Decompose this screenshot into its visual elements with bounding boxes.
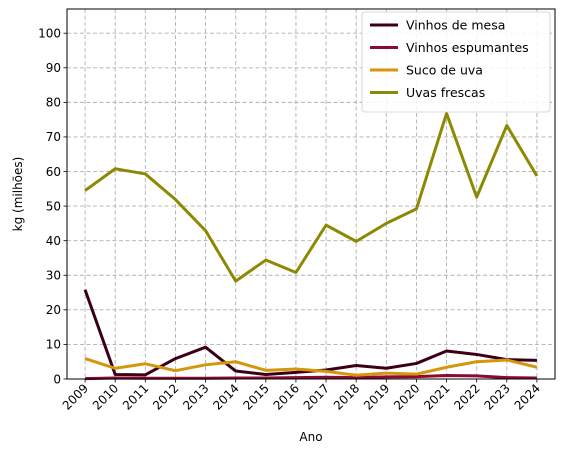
plot-frame [66,8,556,380]
series-line-uvas-frescas [84,111,539,283]
y-tick-label: 20 [46,303,61,317]
legend-frame [361,11,551,113]
series-line-suco-de-uva [84,357,538,377]
legend-label: Uvas frescas [406,85,485,100]
y-tick-label: 100 [38,27,61,41]
legend: Vinhos de mesa Vinhos espumantes Suco de u… [361,11,551,113]
y-tick-label: 30 [46,269,61,283]
y-tick-label: 40 [46,234,61,248]
series-line-vinhos-espumantes [85,374,537,381]
y-tick-label: 90 [46,61,61,75]
y-tick-label: 50 [46,199,61,213]
y-axis: 0 10 20 30 40 50 60 70 80 90 100 [38,27,67,386]
legend-label: Vinhos espumantes [406,40,529,55]
y-tick-label: 10 [46,338,61,352]
series-lines [83,111,539,381]
y-tick-label: 80 [46,96,61,110]
legend-label: Suco de uva [406,63,483,78]
y-tick-label: 70 [46,130,61,144]
x-axis-title: Ano [299,430,322,444]
y-axis-title: kg (milhões) [11,157,25,232]
legend-label: Vinhos de mesa [406,18,505,33]
y-tick-label: 0 [53,372,61,386]
y-tick-label: 60 [46,165,61,179]
